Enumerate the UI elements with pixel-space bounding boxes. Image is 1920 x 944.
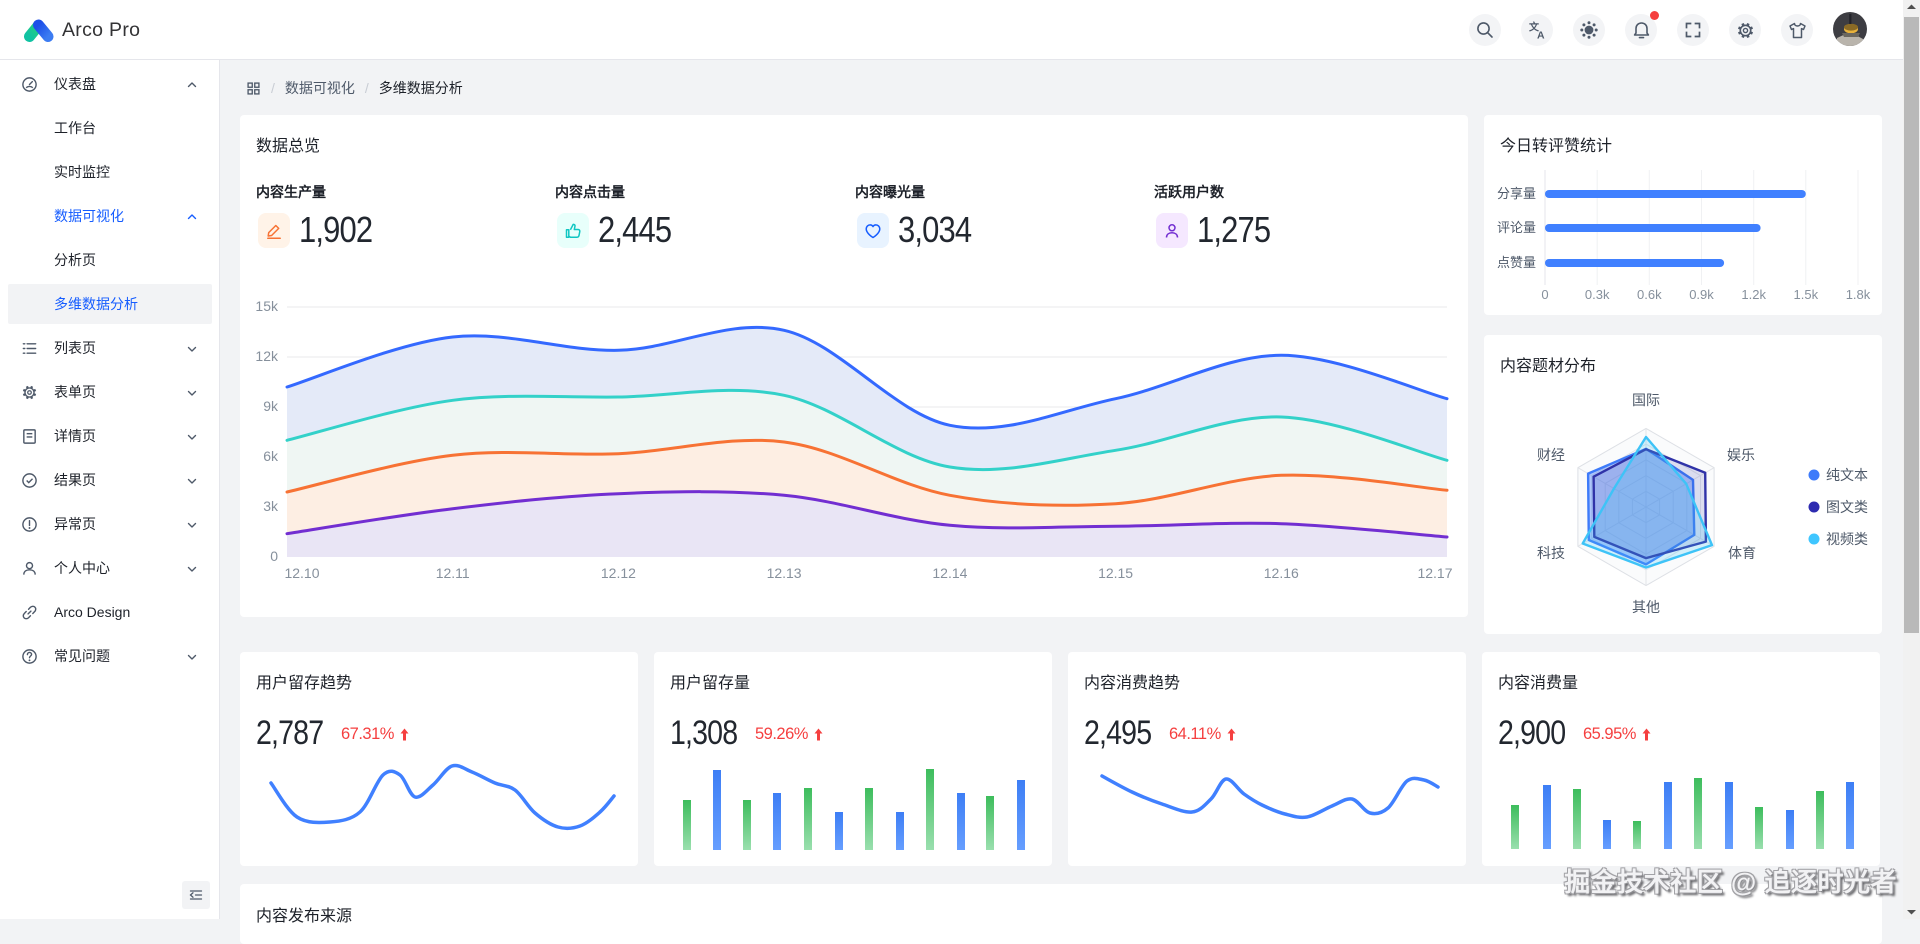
svg-text:15k: 15k [255,298,279,314]
svg-text:6k: 6k [263,448,279,464]
svg-text:纯文本: 纯文本 [1826,467,1868,483]
svg-text:12.11: 12.11 [436,565,470,581]
svg-text:12.17: 12.17 [1417,565,1452,581]
svg-text:科技: 科技 [1537,545,1565,561]
svg-text:1.8k: 1.8k [1846,287,1871,302]
svg-text:12.13: 12.13 [767,565,802,581]
svg-text:12k: 12k [255,348,279,364]
svg-text:0: 0 [270,548,278,564]
svg-text:点赞量: 点赞量 [1497,255,1536,270]
svg-text:0.9k: 0.9k [1689,287,1714,302]
svg-text:12.14: 12.14 [932,565,967,581]
svg-text:文: 文 [1529,21,1540,34]
svg-text:0.6k: 0.6k [1637,287,1662,302]
svg-text:1.2k: 1.2k [1741,287,1766,302]
svg-text:财经: 财经 [1537,447,1565,463]
svg-text:其他: 其他 [1632,599,1660,615]
svg-text:1.5k: 1.5k [1794,287,1819,302]
svg-text:娱乐: 娱乐 [1727,447,1755,463]
svg-text:0: 0 [1541,287,1548,302]
svg-text:12.12: 12.12 [601,565,636,581]
svg-text:9k: 9k [263,398,279,414]
svg-text:12.16: 12.16 [1264,565,1299,581]
svg-text:评论量: 评论量 [1497,220,1536,235]
svg-text:0.3k: 0.3k [1585,287,1610,302]
svg-text:A: A [1537,29,1545,40]
svg-text:视频类: 视频类 [1826,531,1868,547]
svg-text:3k: 3k [263,498,279,514]
svg-text:国际: 国际 [1632,392,1660,408]
svg-text:12.10: 12.10 [284,565,319,581]
svg-text:12.15: 12.15 [1098,565,1133,581]
svg-text:图文类: 图文类 [1826,499,1868,515]
svg-text:分享量: 分享量 [1497,186,1536,201]
svg-text:体育: 体育 [1728,545,1756,561]
